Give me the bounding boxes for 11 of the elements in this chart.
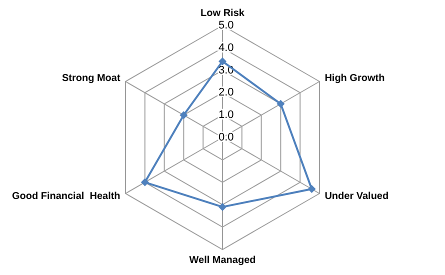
y-tick-label: 4.0 — [218, 42, 234, 54]
spoke-label: Good Financial Health — [12, 191, 120, 202]
spoke-label: Strong Moat — [62, 73, 121, 84]
spoke-label: Under Valued — [324, 191, 389, 202]
y-tick-label: 0.0 — [218, 132, 234, 144]
y-tick-label: 5.0 — [218, 20, 234, 32]
spoke-label: Well Managed — [189, 255, 256, 266]
spoke-label: High Growth — [324, 73, 385, 84]
y-tick-label: 2.0 — [218, 86, 234, 99]
spoke-label: Low Risk — [200, 8, 245, 20]
y-tick-label: 1.0 — [218, 109, 234, 122]
